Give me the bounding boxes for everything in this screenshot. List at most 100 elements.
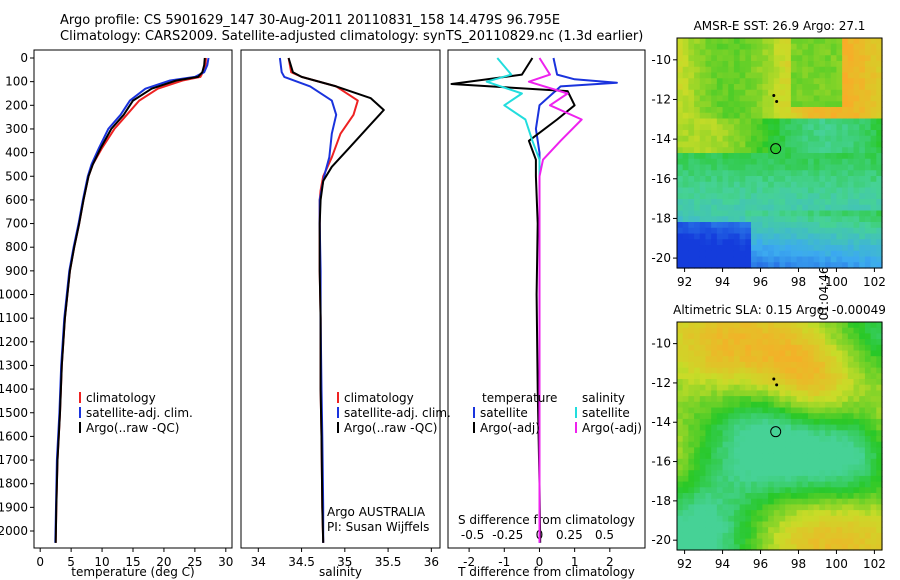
sst_map-cell: [859, 176, 866, 183]
sst_map-cell: [773, 176, 781, 183]
sst_map-cell: [870, 118, 877, 125]
sst_map-cell: [830, 158, 838, 166]
sla_map-cell: [751, 361, 758, 369]
sst_map-cell: [716, 187, 724, 194]
sst_map-cell: [699, 193, 707, 200]
sst_map-cell: [779, 89, 786, 97]
sst_map-cell: [682, 72, 689, 79]
sla_map-cell: [722, 401, 729, 409]
sst_map-cell: [762, 101, 769, 108]
temperature-legend-0-label: climatology: [86, 391, 156, 405]
sst_map-cell: [790, 164, 798, 171]
sst_map-cell: [762, 204, 769, 212]
sla_map-cell: [864, 396, 872, 403]
sst_map-cell: [796, 158, 803, 166]
sla_map-cell: [773, 532, 781, 540]
sla_map-cell: [688, 367, 695, 374]
sla_map-cell: [847, 424, 855, 431]
salinity-x-tick-label: 35: [337, 555, 352, 569]
sla_map-cell: [853, 327, 860, 334]
sla_map-cell: [842, 447, 849, 454]
sla_map-cell: [745, 441, 752, 448]
sla_map-cell: [847, 356, 855, 363]
sla_map-cell: [853, 396, 860, 403]
sst_map-cell: [688, 101, 695, 108]
sla_map-cell: [688, 333, 695, 340]
sla_map-cell: [819, 401, 826, 409]
sst_map-cell: [836, 210, 843, 217]
sst_map-cell: [773, 147, 781, 154]
sst_map-cell: [847, 239, 855, 246]
sla_map-cell: [864, 350, 872, 357]
sst_map-cell: [790, 193, 798, 200]
sst_map-cell: [779, 262, 786, 269]
sla_map-cell: [864, 521, 872, 528]
sla_map-cell: [745, 361, 752, 369]
sla_map-cell: [825, 339, 832, 346]
sla_map-cell: [790, 493, 798, 500]
sla_map-cell: [864, 390, 872, 397]
sst_map-cell: [825, 233, 832, 240]
sla_map-cell: [733, 527, 741, 534]
sla_map-cell: [830, 430, 838, 437]
sst_map-cell: [716, 66, 724, 74]
sst_map-cell: [773, 118, 781, 125]
sla_map-cell: [802, 481, 809, 488]
sst_map-cell: [722, 193, 729, 200]
sla_map-cell: [813, 481, 820, 488]
sst_map-cell: [807, 216, 815, 223]
sla_map-cell: [859, 470, 866, 477]
sla_map-cell: [864, 544, 872, 551]
sla_map-cell: [796, 464, 803, 471]
sla_map-cell: [813, 356, 820, 363]
sst_map-cell: [756, 170, 764, 177]
sst_map-cell: [773, 199, 781, 206]
sla_map-cell: [739, 413, 746, 420]
sla_map-cell: [705, 407, 712, 414]
sla_map-cell: [677, 515, 684, 523]
sla_map-cell: [745, 379, 752, 386]
sst_map-cell: [762, 210, 769, 217]
sst_map-cell: [864, 101, 872, 108]
sla_map-cell: [796, 436, 803, 443]
sst_map-cell: [756, 141, 764, 148]
sst_map-cell: [796, 78, 803, 85]
sla_map-cell: [790, 447, 798, 454]
sst_map-cell: [853, 164, 860, 171]
sla_map-cell: [836, 510, 843, 517]
sla_map-cell: [768, 453, 775, 460]
sla_map-cell: [722, 487, 729, 494]
sst_map-cell: [768, 193, 775, 200]
sst_map-cell: [836, 135, 843, 143]
sla_map-float-marker: [770, 426, 782, 438]
sst_map-cell: [773, 112, 781, 120]
sla_map-cell: [790, 453, 798, 460]
sla_map-cell: [790, 436, 798, 443]
sst_map-cell: [728, 158, 735, 166]
sla_map-cell: [705, 510, 712, 517]
sst_map-cell: [733, 170, 741, 177]
sla_map-cell: [807, 515, 815, 523]
sla_map-cell: [677, 413, 684, 420]
sla_map-cell: [847, 521, 855, 528]
sst_map-cell: [813, 233, 820, 240]
sst_map-cell: [853, 38, 860, 45]
sst_map-cell: [711, 153, 718, 160]
sla_map-cell: [876, 327, 883, 334]
sla_map-cell: [699, 413, 707, 420]
sla_map-cell: [722, 458, 729, 466]
sst_map-cell: [716, 38, 724, 45]
sla_map-cell: [739, 418, 746, 426]
sst_map-cell: [728, 101, 735, 108]
sla_map-cell: [807, 538, 815, 545]
sst_map-cell: [677, 199, 684, 206]
sla_map-cell: [813, 458, 820, 466]
sst_map-cell: [779, 72, 786, 79]
sst_map-cell: [768, 181, 775, 189]
sla_map-cell: [796, 327, 803, 334]
sla_map-cell: [802, 379, 809, 386]
sst_map-cell: [677, 256, 684, 263]
sla_map-cell: [785, 356, 792, 363]
sla_map-cell: [722, 407, 729, 414]
sst_map-cell: [711, 130, 718, 137]
